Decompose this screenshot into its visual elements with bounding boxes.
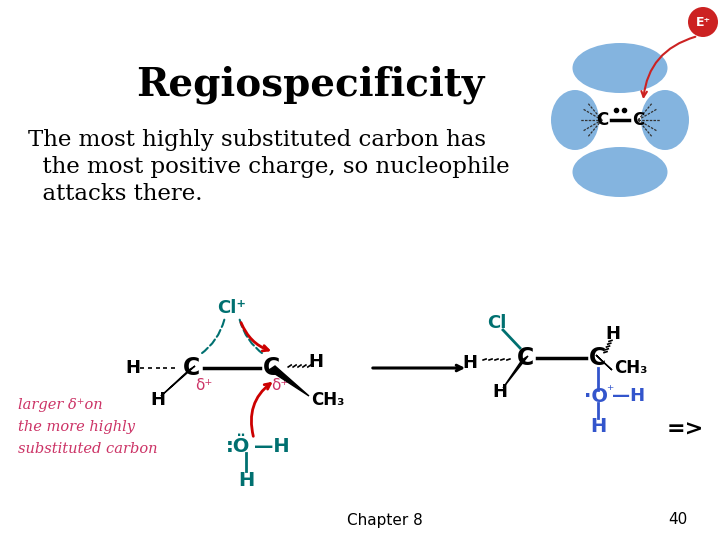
Text: =>: => [667, 420, 703, 440]
Polygon shape [596, 355, 612, 370]
Text: H: H [238, 471, 254, 490]
Text: δ⁺: δ⁺ [271, 377, 289, 393]
Text: H: H [150, 391, 166, 409]
Text: H: H [492, 383, 508, 401]
Text: —H: —H [612, 387, 645, 405]
Text: larger δ⁺on: larger δ⁺on [18, 398, 103, 412]
Text: δ⁺: δ⁺ [195, 377, 212, 393]
Text: :Ö: :Ö [225, 437, 250, 456]
Circle shape [688, 7, 718, 37]
Ellipse shape [641, 90, 689, 150]
Text: C: C [590, 346, 607, 370]
Ellipse shape [572, 147, 667, 197]
Polygon shape [503, 356, 528, 388]
Ellipse shape [551, 90, 599, 150]
Text: C: C [632, 111, 644, 129]
Text: Cl⁺: Cl⁺ [217, 299, 246, 317]
Polygon shape [269, 366, 309, 396]
Text: C: C [596, 111, 608, 129]
Text: C: C [264, 356, 281, 380]
Polygon shape [161, 366, 195, 396]
Text: —H: —H [254, 437, 289, 456]
Text: C: C [184, 356, 201, 380]
Ellipse shape [572, 43, 667, 93]
Text: E⁺: E⁺ [696, 16, 711, 29]
Text: H: H [308, 353, 323, 371]
Text: H: H [462, 354, 477, 372]
Text: Cl: Cl [487, 314, 507, 332]
Text: 40: 40 [668, 512, 688, 528]
Text: C: C [516, 346, 534, 370]
Text: H: H [125, 359, 140, 377]
Text: CH₃: CH₃ [311, 391, 344, 409]
Text: Chapter 8: Chapter 8 [347, 512, 423, 528]
Text: ⁺: ⁺ [606, 384, 613, 398]
Text: The most highly substituted carbon has: The most highly substituted carbon has [28, 129, 486, 151]
Text: attacks there.: attacks there. [28, 183, 202, 205]
Text: the most positive charge, so nucleophile: the most positive charge, so nucleophile [28, 156, 510, 178]
Text: ·O: ·O [584, 387, 608, 406]
Text: H: H [590, 416, 606, 435]
Text: CH₃: CH₃ [614, 359, 647, 377]
Text: the more highly: the more highly [18, 420, 135, 434]
Text: substituted carbon: substituted carbon [18, 442, 158, 456]
Text: Regiospecificity: Regiospecificity [136, 66, 484, 104]
Text: H: H [606, 325, 621, 343]
